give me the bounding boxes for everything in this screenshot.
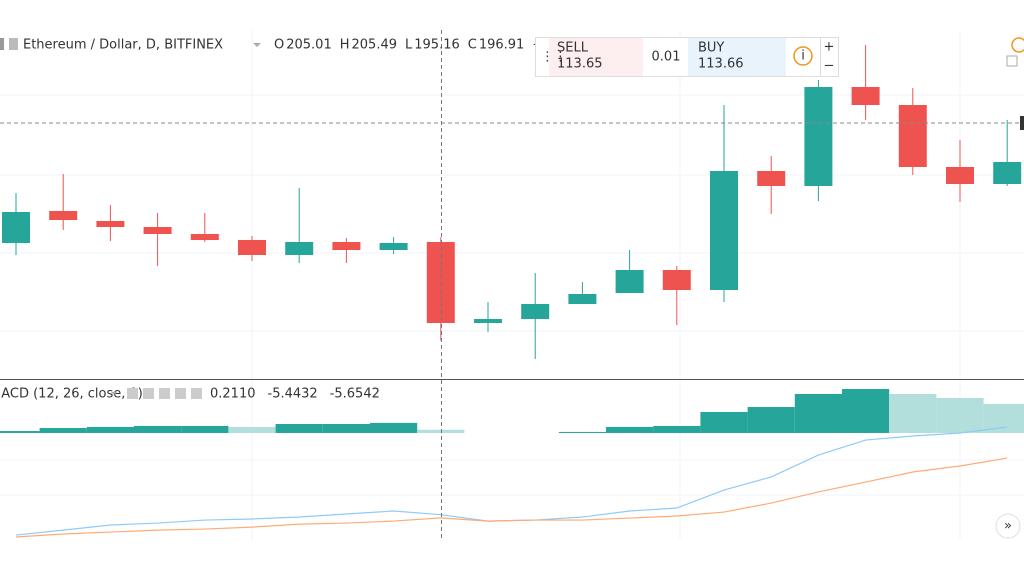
legend-value: 195.16: [414, 38, 460, 53]
candle-body: [332, 242, 361, 250]
candle-body: [474, 319, 502, 323]
icon[interactable]: [191, 388, 202, 399]
histogram-bar: [700, 411, 748, 433]
candle-body: [757, 171, 786, 186]
candle-body: [804, 87, 833, 186]
histogram-bar: [322, 423, 370, 433]
candle-body: [426, 242, 455, 323]
legend-label: L: [405, 38, 413, 53]
macd-header: MACD (12, 26, close, 9) 0.2110 -5.4432 -5.…: [0, 387, 380, 402]
histogram-bar: [86, 426, 134, 433]
histogram-bar: [794, 393, 842, 433]
symbol-title: Ethereum / Dollar, D, BITFINEX: [23, 38, 223, 53]
legend-value: 0.2110: [210, 387, 256, 402]
candle-body: [238, 240, 266, 255]
candle-body: [379, 243, 408, 250]
histogram-bar: [370, 422, 418, 433]
info-icon: i: [801, 49, 805, 64]
histogram-bar: [417, 429, 465, 433]
icon[interactable]: [127, 388, 138, 399]
legend-value: 205.49: [352, 38, 398, 53]
indicator-line: [15, 426, 1008, 536]
alert-icon[interactable]: [1011, 37, 1024, 53]
legend-label: H: [340, 38, 350, 53]
drag-handle: ⋮⋮: [541, 50, 567, 65]
legend-label: C: [468, 38, 477, 53]
trade-widget: ⋮⋮ SELL 113.65 0.01 BUY 113.66 i + −: [535, 37, 839, 77]
histogram-bar: [39, 428, 87, 433]
legend-value: 196.91: [479, 38, 525, 53]
histogram-bar: [275, 423, 323, 433]
candle-body: [96, 221, 125, 227]
histogram-bar: [228, 426, 276, 433]
candle-body: [2, 212, 30, 243]
header: Ethereum / Dollar, D, BITFINEX O 205.01 H 2…: [0, 38, 552, 53]
plus-button[interactable]: +: [824, 40, 835, 55]
candle-body: [946, 167, 974, 184]
candle-body: [898, 105, 927, 167]
macd-title: MACD (12, 26, close, 9): [0, 387, 143, 402]
candle-body: [190, 234, 219, 240]
footer: [0, 540, 1024, 572]
scroll-button[interactable]: [995, 513, 1021, 539]
price-marker: [1020, 116, 1024, 130]
legend-value: -5.6542: [330, 387, 380, 402]
settings-icon[interactable]: [1006, 55, 1018, 67]
buy-button[interactable]: [688, 38, 786, 76]
candle-body: [710, 171, 738, 290]
candle-body: [143, 227, 172, 234]
histogram-bar: [842, 389, 890, 433]
scroll-button: »: [1004, 519, 1012, 534]
buy-label: BUY: [698, 41, 724, 56]
icon: [9, 38, 18, 50]
sell-price: 113.65: [557, 57, 603, 72]
candle-body: [568, 294, 597, 304]
histogram-bar: [936, 398, 984, 433]
sell-button[interactable]: [549, 38, 643, 76]
histogram-bar: [0, 431, 40, 433]
candle-body: [851, 87, 880, 105]
histogram-bar: [181, 425, 229, 433]
info-icon[interactable]: [793, 46, 813, 66]
macd-legend: 0.2110 -5.4432 -5.6542: [210, 387, 380, 402]
minus-button[interactable]: −: [824, 59, 835, 74]
plot: [0, 45, 1024, 538]
histogram-bar: [983, 404, 1024, 433]
histogram-bar: [889, 393, 937, 433]
sell-label: SELL: [557, 41, 589, 56]
candle-body: [662, 270, 691, 290]
indicator-line: [15, 457, 1008, 538]
icon[interactable]: [175, 388, 186, 399]
histogram-bar: [606, 426, 654, 433]
grid: [0, 30, 1024, 540]
candle-body: [521, 304, 550, 319]
dropdown[interactable]: [111, 392, 117, 395]
candle-body: [993, 162, 1022, 184]
spread: 0.01: [652, 50, 681, 65]
histogram-bar: [653, 425, 701, 433]
dropdown[interactable]: [253, 43, 261, 47]
icon: [0, 38, 4, 50]
histogram-bar: [134, 425, 182, 433]
buy-price: 113.66: [698, 57, 744, 72]
candle-body: [615, 270, 644, 293]
icon[interactable]: [159, 388, 170, 399]
icon[interactable]: [143, 388, 154, 399]
candle-body: [49, 211, 78, 220]
legend-value: 205.01: [286, 38, 332, 53]
histogram-bar: [558, 431, 606, 433]
legend-value: -5.4432: [268, 387, 318, 402]
histogram-bar: [747, 407, 795, 433]
legend-label: O: [274, 38, 284, 53]
candle-body: [285, 242, 314, 255]
